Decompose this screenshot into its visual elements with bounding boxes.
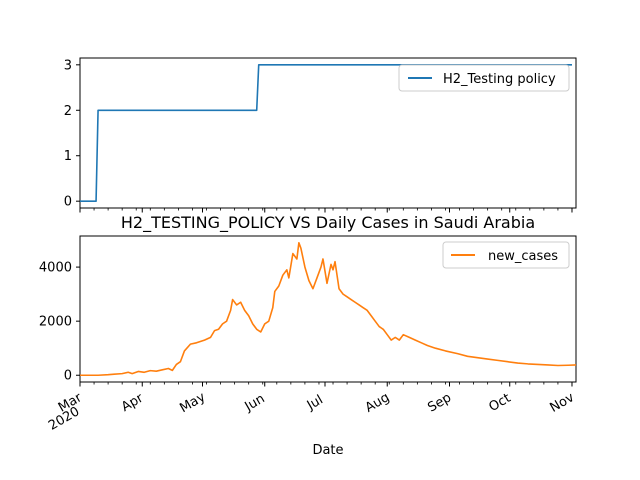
series-line-0 [80,64,572,202]
y-tick-label: 2 [64,104,72,119]
top-legend-box [398,64,570,92]
top-plot-area [80,64,572,202]
bottom-axes-frame [79,235,577,383]
series-line-0 [80,241,577,377]
bottom-legend-box [442,241,570,269]
top-y-axis: 0 1 2 3 [64,58,80,210]
y-tick-label: 0 [64,369,72,384]
y-tick-label: 4000 [39,261,72,276]
bottom-legend-label: new_cases [488,249,558,264]
x-axis-label: Date [312,443,343,458]
y-tick-label: 2000 [39,315,72,330]
top-legend-label: H2_Testing policy [443,72,556,87]
top-legend: H2_Testing policy [398,64,570,92]
y-tick-label: 1 [64,149,72,164]
y-tick-label: 0 [64,195,72,210]
bottom-legend: new_cases [442,241,570,269]
y-tick-label: 3 [64,58,72,73]
bottom-y-axis: 0 2000 4000 [39,261,80,384]
top-axes-frame [79,57,577,209]
bottom-panel-title: H2_TESTING_POLICY VS Daily Cases in Saud… [121,213,535,233]
x-tick-label: Jul [304,393,326,414]
bottom-plot-area [80,241,577,377]
top-panel: 0 1 2 3 H2_Testing policy [64,57,577,213]
top-x-axis [79,208,573,213]
